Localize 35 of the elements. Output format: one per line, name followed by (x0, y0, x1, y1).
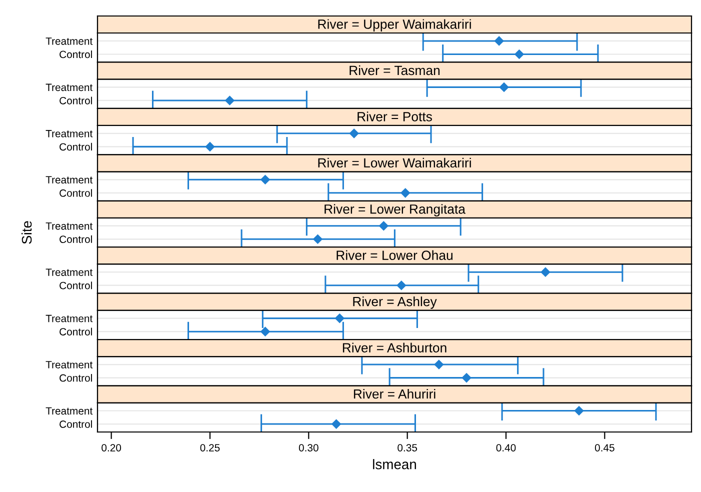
y-tick-label: Treatment (46, 222, 93, 230)
y-tick-label: Treatment (46, 130, 93, 138)
y-tick-label: Control (60, 50, 92, 58)
chart-title: River = Tasman (350, 65, 440, 76)
chart-title: River = Lower Rangitata (324, 204, 466, 216)
x-axis-title: lsmean (373, 459, 416, 470)
y-tick-label: Treatment (46, 407, 93, 415)
y-tick-label: Control (60, 374, 92, 382)
chart-title: River = Upper Waimakariri (318, 19, 471, 32)
x-tick-label: 0.40 (496, 444, 516, 452)
y-tick-label: Control (60, 420, 92, 428)
y-tick-label: Control (60, 328, 92, 336)
x-tick-label: 0.25 (200, 444, 220, 452)
y-tick-label: Treatment (46, 176, 93, 184)
chart-title: River = Potts (358, 112, 432, 122)
chart-title: River = Lower Waimakariri (318, 158, 471, 168)
y-axis-title: Site (22, 221, 32, 244)
y-tick-label: Control (60, 142, 92, 151)
y-tick-label: Treatment (46, 38, 93, 45)
x-tick-label: 0.45 (594, 444, 614, 452)
y-tick-label: Treatment (46, 84, 93, 92)
y-tick-label: Treatment (46, 268, 93, 276)
y-tick-label: Control (60, 96, 92, 104)
chart-title: River = Ashburton (342, 342, 446, 352)
y-tick-label: Control (60, 235, 92, 244)
chart-title: River = Ahuriri (354, 388, 436, 399)
y-tick-label: Control (60, 189, 92, 197)
x-tick-label: 0.30 (298, 444, 318, 452)
chart-title: River = Lower Ohau (336, 250, 452, 260)
x-tick-label: 0.20 (102, 444, 122, 452)
y-tick-label: Treatment (46, 361, 93, 368)
chart-title: River = Ashley (353, 296, 437, 309)
y-tick-label: Treatment (46, 314, 93, 322)
x-tick-label: 0.35 (398, 444, 418, 452)
y-tick-label: Control (60, 282, 92, 290)
